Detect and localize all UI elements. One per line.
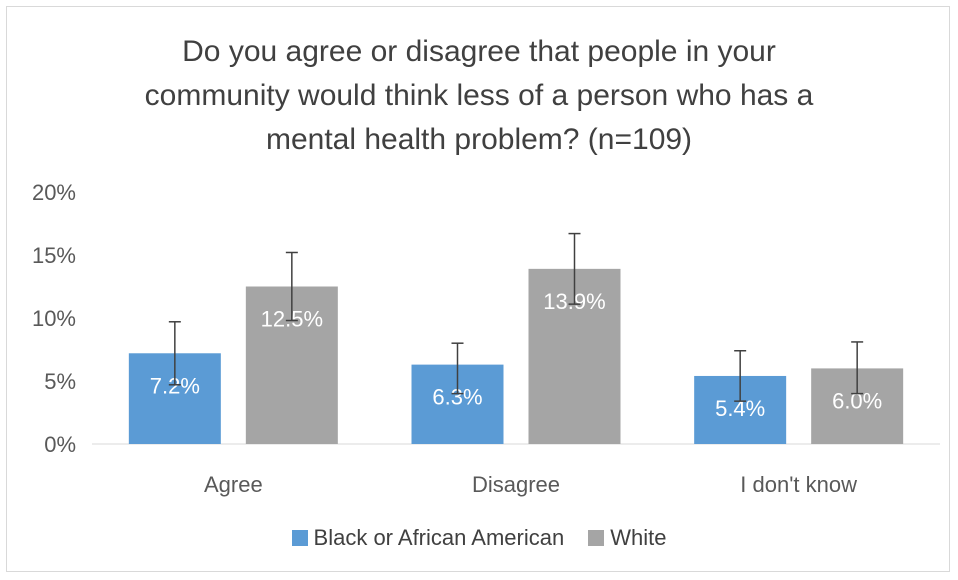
chart-title-line-2: community would think less of a person w… bbox=[144, 79, 814, 112]
legend-item-black-or-african-american: Black or African American bbox=[291, 525, 565, 551]
chart-frame bbox=[6, 6, 950, 572]
chart-title-line-3: mental health problem? (n=109) bbox=[265, 123, 693, 156]
chart-title-line-1: Do you agree or disagree that people in … bbox=[182, 35, 776, 68]
x-tick-label: Disagree bbox=[472, 472, 560, 497]
y-tick-label: 0% bbox=[44, 432, 76, 457]
y-tick-label: 20% bbox=[32, 180, 76, 205]
legend-swatch-black-or-african-american bbox=[291, 530, 308, 546]
chart-title: Do you agree or disagree that people in … bbox=[0, 30, 958, 162]
y-tick-label: 5% bbox=[44, 369, 76, 394]
x-tick-label: Agree bbox=[204, 472, 263, 497]
legend-label-black-or-african-american: Black or African American bbox=[313, 525, 565, 550]
legend-label-white: White bbox=[610, 525, 667, 550]
y-tick-label: 15% bbox=[32, 243, 76, 268]
legend-swatch-white bbox=[588, 530, 605, 546]
legend-item-white: White bbox=[588, 525, 666, 551]
x-tick-label: I don't know bbox=[740, 472, 857, 497]
chart-legend: Black or African American White bbox=[0, 525, 958, 551]
y-tick-label: 10% bbox=[32, 306, 76, 331]
